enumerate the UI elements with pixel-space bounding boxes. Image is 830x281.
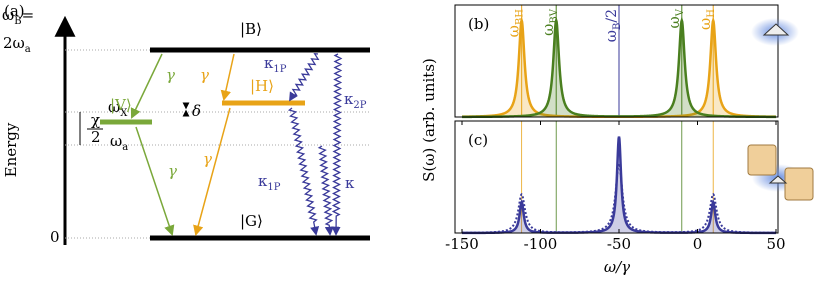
wavy-arrow <box>289 52 320 102</box>
label-base: ω <box>696 18 714 30</box>
label: κ2P <box>344 90 367 111</box>
state-G: |G⟩ <box>240 212 263 230</box>
label-base: ω <box>665 16 683 28</box>
label-sub: X <box>120 108 128 119</box>
label-sub: H <box>706 9 717 18</box>
mirror <box>747 144 777 176</box>
gamma: γ <box>166 66 175 84</box>
gamma: γ <box>168 162 177 180</box>
quantum-dot <box>768 175 788 184</box>
guide-lines <box>65 49 370 239</box>
label-sub: BH <box>515 9 526 25</box>
delta: δ <box>192 102 201 120</box>
state-V: |V⟩ <box>110 96 132 114</box>
label: ωB/2 <box>602 9 623 42</box>
label: (c) <box>468 131 488 149</box>
label-sub: V <box>675 8 686 17</box>
label: 2ωa <box>3 34 31 55</box>
label: ωX <box>108 98 128 119</box>
label-sub: a <box>122 142 128 153</box>
label-tail: = <box>22 6 35 24</box>
label-base: ω <box>602 30 620 42</box>
plot-frame <box>454 4 779 118</box>
chi-half: χ2 <box>87 111 103 146</box>
label: 0 <box>50 228 60 246</box>
label-base: 2ω <box>3 34 25 52</box>
label-sub: B <box>612 23 623 30</box>
mirror <box>784 167 814 201</box>
label-base: ω <box>2 6 14 24</box>
x-tick-label: -100 <box>524 235 558 253</box>
label-sub: 2P <box>353 100 366 111</box>
label-sub: 1P <box>273 64 286 75</box>
spectrum <box>461 136 777 235</box>
label: ωV <box>665 8 686 28</box>
label-base: κ <box>264 54 274 72</box>
label-base: ω <box>539 24 557 36</box>
label: ωa <box>110 132 128 153</box>
y-axis-label: S(ω) (arb. units) <box>420 58 438 182</box>
label-sub: BV <box>549 8 560 23</box>
label-sub: B <box>14 16 21 27</box>
label-base: κ <box>344 90 354 108</box>
label-sub: a <box>25 44 31 55</box>
gamma: γ <box>200 66 209 84</box>
x-tick-label: 50 <box>766 235 785 253</box>
label-base: ω <box>505 25 523 37</box>
wavy-arrow <box>287 107 320 236</box>
quantum-dot <box>762 23 790 36</box>
wavy-arrows <box>287 52 343 236</box>
state-H: |H⟩ <box>250 77 274 95</box>
x-axis-label: ω/γ <box>604 258 630 276</box>
spectrum-fill <box>462 136 776 233</box>
label-tail: /2 <box>604 9 620 23</box>
x-tick-label: -50 <box>607 235 631 253</box>
label: κ1P <box>264 54 287 75</box>
wavy-arrow <box>317 145 334 236</box>
label-base: κ <box>258 172 268 190</box>
label: Energy <box>2 122 20 177</box>
label: (a) <box>4 2 25 20</box>
label-base: ω <box>110 132 122 150</box>
chi-num: χ <box>91 111 100 129</box>
level-diagram <box>54 15 370 245</box>
x-tick-label: -150 <box>445 235 479 253</box>
label-base: ω <box>108 98 120 116</box>
decay-arrows <box>130 53 235 237</box>
state-B: |B⟩ <box>240 20 262 38</box>
label: κ <box>345 174 355 192</box>
spectrum <box>461 16 777 119</box>
label: ωB= <box>2 6 34 27</box>
x-tick-label: 0 <box>693 235 703 253</box>
label: κ1P <box>258 172 281 193</box>
label-sub: 1P <box>267 182 280 193</box>
gamma: γ <box>203 150 212 168</box>
label: (b) <box>468 15 489 33</box>
chi-den: 2 <box>91 128 101 146</box>
label: ωBV <box>539 8 560 36</box>
label: ωBH <box>505 9 526 38</box>
label: ωH <box>696 9 717 30</box>
wavy-arrow <box>331 53 343 236</box>
